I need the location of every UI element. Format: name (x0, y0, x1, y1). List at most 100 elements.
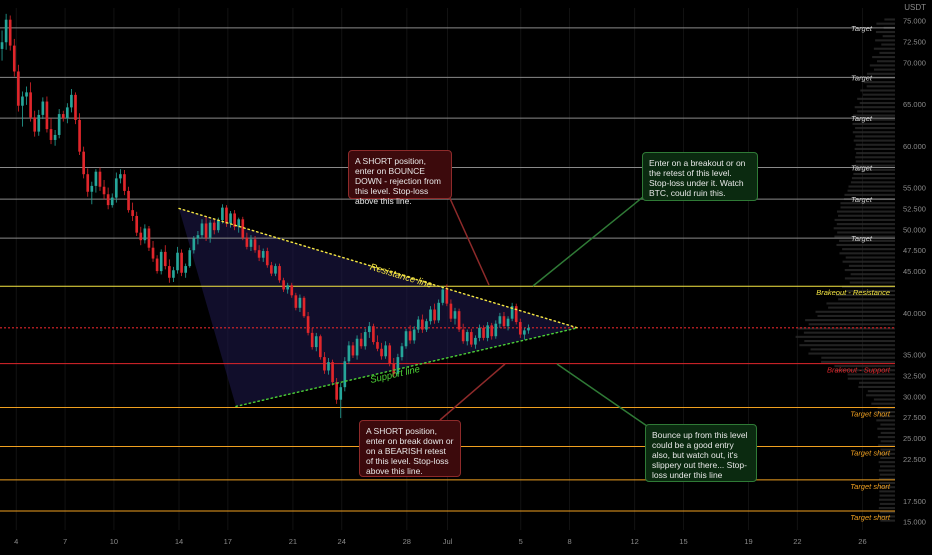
volume-profile-bar (821, 360, 895, 363)
volume-profile-bar (834, 235, 895, 238)
candle-body (29, 92, 32, 118)
candle-body (408, 331, 412, 341)
volume-profile-bar (866, 394, 895, 397)
x-axis-tick-label: 19 (744, 537, 752, 546)
volume-profile-bar (839, 252, 895, 255)
candle-body (270, 265, 273, 274)
volume-profile-bar (840, 202, 895, 205)
volume-profile-bar (880, 423, 895, 426)
candle-body (172, 270, 175, 278)
candle-body (502, 316, 506, 327)
candle-body (184, 266, 187, 273)
candle-body (180, 252, 183, 273)
candle-body (49, 129, 53, 140)
volume-profile-bar (879, 51, 895, 54)
candle-body (372, 326, 375, 343)
x-axis-tick-label: 22 (793, 537, 801, 546)
volume-profile-bar (837, 231, 895, 234)
candle-body (441, 289, 445, 303)
annotation-bounce-support[interactable]: Bounce up from this level could be a goo… (645, 424, 757, 482)
candle-body (147, 228, 151, 248)
candle-body (159, 251, 163, 272)
volume-profile-bar (834, 369, 895, 372)
annotation-text: A SHORT position, enter on BOUNCE DOWN -… (355, 156, 441, 206)
volume-profile-bar (853, 172, 895, 176)
candle-body (306, 316, 310, 333)
breakout-line-label: Brakeout - Support (827, 366, 891, 375)
volume-profile-bar (879, 481, 895, 485)
candle-body (518, 322, 522, 335)
candle-body (351, 345, 355, 356)
volume-profile-bar (848, 185, 895, 188)
target-line-label: Target (851, 24, 873, 33)
candle-body (363, 332, 367, 347)
annotation-pointer-long-breakout (532, 196, 644, 287)
volume-profile-bar (848, 264, 895, 267)
annotation-pointer-short-resistance (447, 193, 490, 286)
volume-profile-bar (834, 218, 895, 221)
volume-profile-bar (876, 22, 895, 25)
candle-body (404, 331, 408, 347)
volume-profile-bar (855, 143, 895, 146)
x-axis-tick-label: 5 (519, 537, 523, 546)
resistance-trendline[interactable] (178, 207, 579, 329)
candle-body (469, 332, 473, 345)
y-axis-tick-label: 22.500 (903, 455, 926, 464)
short-target-label: Target short (850, 513, 891, 522)
candle-body (384, 345, 387, 357)
volume-profile-bar (859, 381, 895, 384)
candle-body (41, 101, 45, 115)
volume-profile-bar (879, 477, 895, 480)
y-axis-tick-label: 30.000 (903, 392, 926, 401)
volume-profile-bar (855, 156, 895, 159)
volume-profile-bar (799, 344, 895, 347)
x-axis-tick-label: 24 (338, 537, 346, 546)
y-axis-tick-label: 25.000 (903, 434, 926, 443)
annotation-short-resistance[interactable]: A SHORT position, enter on BOUNCE DOWN -… (348, 150, 452, 206)
candle-body (437, 302, 441, 321)
annotation-short-breakdown[interactable]: A SHORT position, enter on break down or… (359, 420, 461, 477)
candle-body (278, 266, 281, 281)
triangle-zone (179, 208, 578, 407)
volume-profile-bar (836, 210, 895, 213)
volume-profile-bar (879, 498, 895, 501)
y-axis-tick-label: 72.500 (903, 37, 926, 46)
volume-profile-bar (844, 277, 895, 280)
candle-body (151, 247, 155, 259)
candle-body (302, 297, 306, 317)
candle-body (168, 266, 171, 278)
y-axis-tick-label: 35.000 (903, 351, 926, 360)
candle-body (523, 330, 526, 335)
volume-profile-bar (854, 106, 895, 109)
x-axis-tick-label: 14 (175, 537, 183, 546)
currency-label: USDT (904, 3, 926, 12)
volume-profile-bar (870, 76, 895, 79)
volume-profile-bar (845, 289, 895, 292)
candle-body (412, 329, 416, 341)
candle-body (196, 235, 200, 239)
candle-body (70, 94, 73, 108)
volume-profile-bar (842, 260, 895, 263)
candle-body (114, 178, 118, 198)
volume-profile-bar (855, 135, 895, 138)
candle-body (8, 19, 12, 46)
y-axis-tick-label: 32.500 (903, 371, 926, 380)
volume-profile-bar (815, 310, 895, 313)
candle-body (139, 232, 143, 241)
volume-profile-bar (845, 256, 895, 259)
volume-profile-bar (859, 101, 895, 105)
target-line-label: Target (851, 114, 873, 123)
candle-body (400, 346, 404, 358)
candle-body (37, 114, 41, 132)
support-trendline[interactable] (235, 327, 579, 408)
x-axis-tick-label: 17 (224, 537, 232, 546)
volume-profile-bar (873, 47, 895, 50)
y-axis-tick-label: 17.500 (903, 497, 926, 506)
annotation-long-breakout[interactable]: Enter on a breakout or on the retest of … (642, 152, 758, 201)
candle-body (510, 306, 514, 319)
candle-body (204, 223, 208, 238)
volume-profile-bar (877, 60, 895, 63)
volume-profile-bar (833, 227, 895, 230)
